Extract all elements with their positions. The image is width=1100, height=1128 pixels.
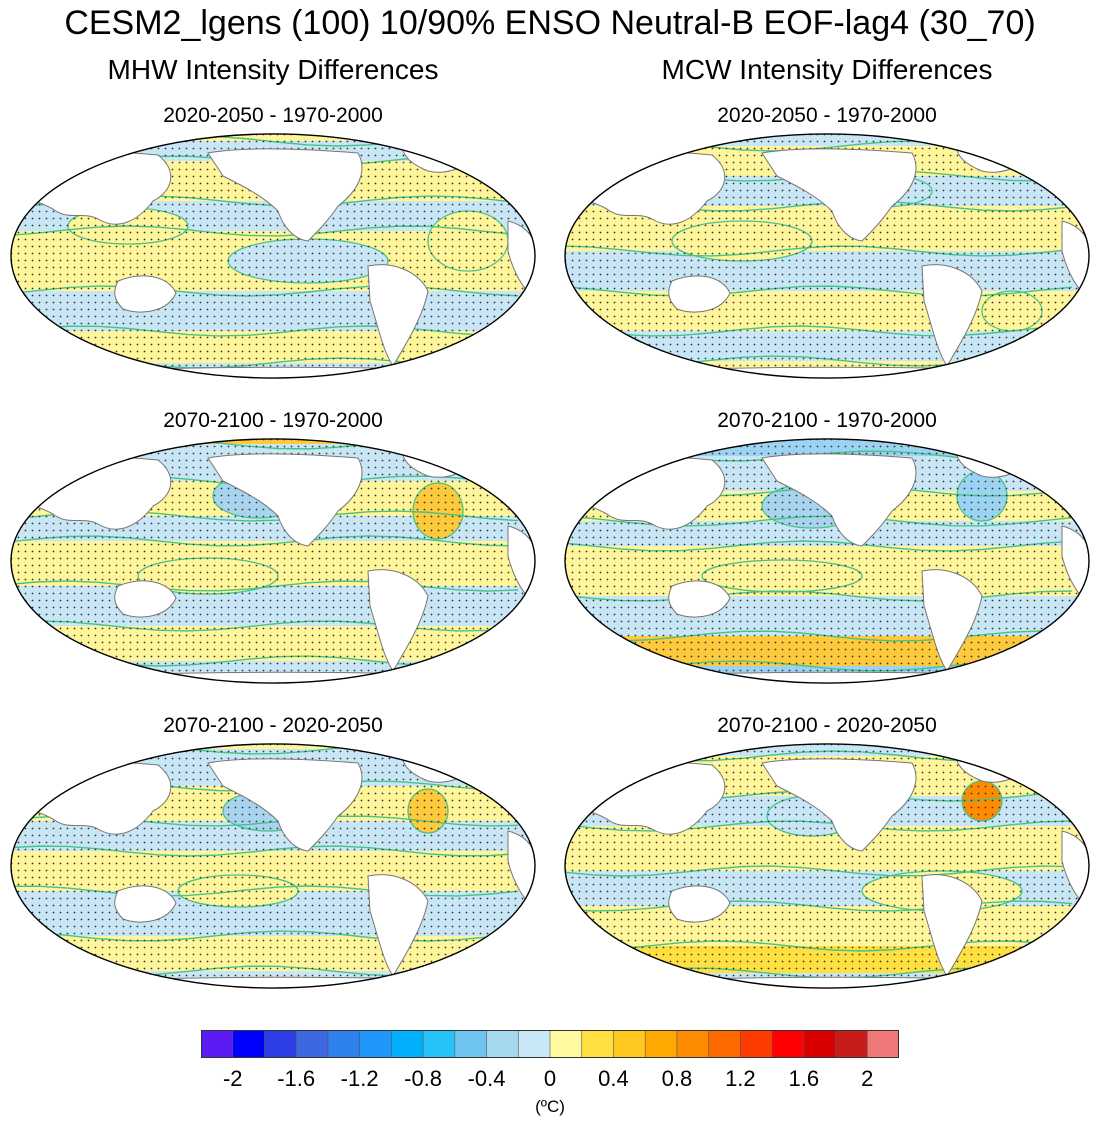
- colorbar-unit: (ºC): [535, 1097, 565, 1116]
- land-mass: [761, 453, 917, 547]
- colorbar-swatch: [803, 1030, 837, 1058]
- colorbar-swatch: [835, 1030, 869, 1058]
- land-mass: [87, 976, 479, 989]
- colorbar-tick-label: -2: [222, 1066, 243, 1091]
- land-mass: [207, 758, 363, 852]
- colorbar-tick-label: 1.6: [788, 1066, 820, 1091]
- map-border: [564, 133, 1090, 379]
- column-title-mhw: MHW Intensity Differences: [107, 54, 439, 85]
- land-mass: [641, 976, 1033, 989]
- world-map: [564, 133, 1090, 379]
- colorbar-swatch: [486, 1030, 520, 1058]
- land-mass: [114, 580, 177, 618]
- map-border: [10, 438, 536, 684]
- colorbar-tick-label: -0.8: [404, 1066, 443, 1091]
- land-mass: [207, 148, 363, 242]
- colorbar-tick-label: -1.2: [340, 1066, 379, 1091]
- map-panel-mhw-1: 2020-2050 - 1970-2000: [8, 104, 538, 394]
- land-mass: [367, 874, 429, 977]
- colorbar-swatch: [581, 1030, 615, 1058]
- land-mass: [367, 569, 429, 672]
- colorbar-swatch: [549, 1030, 583, 1058]
- land-mass: [921, 264, 983, 367]
- colorbar-swatch: [866, 1030, 899, 1058]
- world-map: [10, 743, 536, 989]
- colorbar-swatch: [232, 1030, 266, 1058]
- world-map: [10, 133, 536, 379]
- land-mass: [367, 264, 429, 367]
- panel-title: 2070-2100 - 1970-2000: [163, 409, 383, 432]
- map-panel-mcw-1: 2020-2050 - 1970-2000: [562, 104, 1092, 394]
- colorbar-swatch: [740, 1030, 773, 1058]
- land-mass: [761, 758, 917, 852]
- land-mass: [87, 366, 479, 379]
- colorbar-swatch: [295, 1030, 329, 1058]
- map-panel-mhw-2: 2070-2100 - 1970-2000: [8, 409, 538, 699]
- map-border: [10, 743, 536, 989]
- world-map: [10, 438, 536, 684]
- world-map: [564, 743, 1090, 989]
- colorbar-swatch: [359, 1030, 393, 1058]
- colorbar-swatch: [644, 1030, 678, 1058]
- map-panel-mhw-3: 2070-2100 - 2020-2050: [8, 714, 538, 1004]
- colorbar-swatch: [264, 1030, 297, 1058]
- figure-title: CESM2_lgens (100) 10/90% ENSO Neutral-B …: [64, 4, 1036, 42]
- land-mass: [87, 671, 479, 684]
- land-mass: [761, 148, 917, 242]
- colorbar-tick-label: 0.4: [598, 1066, 629, 1091]
- land-mass: [921, 569, 983, 672]
- colorbar: [201, 1030, 899, 1058]
- world-map: [564, 438, 1090, 684]
- panel-title: 2020-2050 - 1970-2000: [717, 104, 937, 127]
- land-mass: [641, 671, 1033, 684]
- colorbar-swatch: [708, 1030, 742, 1058]
- panel-title: 2070-2100 - 1970-2000: [717, 409, 937, 432]
- colorbar-swatch: [517, 1030, 551, 1058]
- map-border: [564, 743, 1090, 989]
- panel-title: 2020-2050 - 1970-2000: [163, 104, 383, 127]
- land-mass: [641, 366, 1033, 379]
- colorbar-swatch: [613, 1030, 646, 1058]
- land-mass: [668, 885, 731, 923]
- land-mass: [114, 885, 177, 923]
- land-mass: [921, 874, 983, 977]
- land-mass: [668, 580, 731, 618]
- map-panel-mcw-3: 2070-2100 - 2020-2050: [562, 714, 1092, 1004]
- map-border: [10, 133, 536, 379]
- colorbar-tick-label: -1.6: [277, 1066, 316, 1091]
- land-mass: [668, 275, 731, 313]
- map-panel-mcw-2: 2070-2100 - 1970-2000: [562, 409, 1092, 699]
- colorbar-swatch: [422, 1030, 456, 1058]
- panel-title: 2070-2100 - 2020-2050: [163, 714, 383, 737]
- panel-title: 2070-2100 - 2020-2050: [717, 714, 937, 737]
- colorbar-swatch: [676, 1030, 710, 1058]
- colorbar-swatch: [454, 1030, 488, 1058]
- colorbar-tick-label: 1.2: [725, 1066, 756, 1091]
- colorbar-swatch: [391, 1030, 424, 1058]
- land-mass: [207, 453, 363, 547]
- colorbar-swatch: [201, 1030, 234, 1058]
- colorbar-tick-label: 2: [861, 1066, 874, 1091]
- map-border: [564, 438, 1090, 684]
- land-mass: [114, 275, 177, 313]
- colorbar-tick-label: 0: [543, 1066, 557, 1091]
- colorbar-tick-label: -0.4: [467, 1066, 506, 1091]
- column-title-mcw: MCW Intensity Differences: [661, 54, 993, 85]
- colorbar-swatch: [771, 1030, 805, 1058]
- colorbar-swatch: [327, 1030, 361, 1058]
- colorbar-tick-label: 0.8: [661, 1066, 693, 1091]
